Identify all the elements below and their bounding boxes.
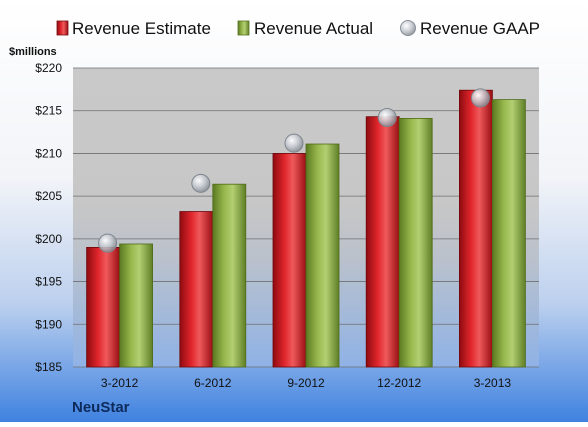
y-tick-label: $205 xyxy=(35,189,62,203)
y-tick-label: $195 xyxy=(35,275,62,289)
x-tick-label: 12-2012 xyxy=(377,376,421,390)
bar-revenue-actual-3-2012 xyxy=(119,243,153,368)
bar-revenue-actual-9-2012 xyxy=(305,143,340,368)
marker-revenue-gaap-9-2012 xyxy=(284,133,304,153)
legend-label-revenue-actual: Revenue Actual xyxy=(254,19,373,38)
bar-revenue-actual-3-2013 xyxy=(491,99,526,368)
marker-revenue-gaap-3-2013 xyxy=(470,88,490,108)
x-tick-label: 3-2013 xyxy=(474,376,512,390)
bar-revenue-estimate-6-2012 xyxy=(179,211,214,368)
y-tick-label: $210 xyxy=(35,146,62,160)
y-axis-ticks: $185 $190 $195 $200 $205 $210 $215 $220 xyxy=(35,61,62,374)
bar-revenue-estimate-3-2012 xyxy=(86,246,120,368)
bar-revenue-estimate-12-2012 xyxy=(365,116,400,368)
bar-revenue-estimate-9-2012 xyxy=(272,153,307,368)
company-name: NeuStar xyxy=(72,399,130,416)
x-tick-label: 6-2012 xyxy=(194,376,232,390)
y-tick-label: $185 xyxy=(35,360,62,374)
legend-label-revenue-gaap: Revenue GAAP xyxy=(420,19,540,38)
y-tick-label: $220 xyxy=(35,61,62,75)
legend: Revenue Estimate Revenue Actual Revenue … xyxy=(56,19,540,38)
bar-revenue-actual-6-2012 xyxy=(212,183,247,368)
bars-layer xyxy=(86,89,526,368)
marker-revenue-gaap-3-2012 xyxy=(98,233,118,253)
markers-layer xyxy=(98,88,490,253)
x-tick-label: 9-2012 xyxy=(287,376,325,390)
marker-revenue-gaap-12-2012 xyxy=(377,108,397,128)
legend-swatch-revenue-actual xyxy=(237,20,250,36)
y-tick-label: $190 xyxy=(35,317,62,331)
y-tick-label: $200 xyxy=(35,232,62,246)
x-axis-ticks: 3-2012 6-2012 9-2012 12-2012 3-2013 xyxy=(101,376,511,390)
marker-revenue-gaap-6-2012 xyxy=(191,173,211,193)
x-tick-label: 3-2012 xyxy=(101,376,139,390)
legend-label-revenue-estimate: Revenue Estimate xyxy=(72,19,211,38)
y-tick-label: $215 xyxy=(35,104,62,118)
legend-marker-revenue-gaap xyxy=(400,20,416,36)
legend-swatch-revenue-estimate xyxy=(56,20,69,36)
bar-revenue-estimate-3-2013 xyxy=(458,89,493,368)
y-axis-label: $millions xyxy=(9,46,57,58)
bar-revenue-actual-12-2012 xyxy=(398,118,433,368)
